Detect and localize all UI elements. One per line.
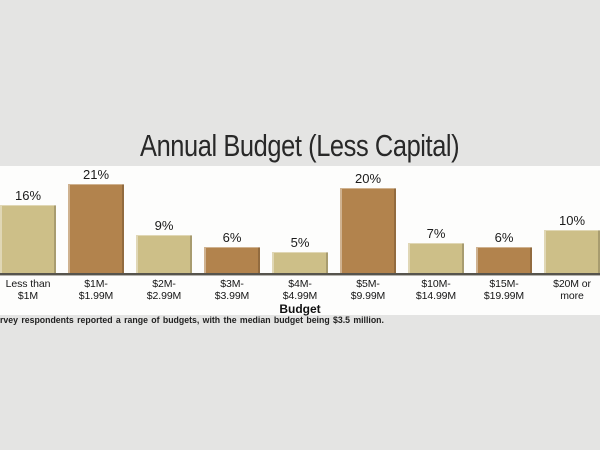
bar	[544, 230, 600, 273]
bar-value-label: 6%	[222, 230, 242, 245]
bar-group: 10%	[538, 166, 600, 273]
bar	[0, 205, 56, 273]
bar-value-label: 20%	[354, 171, 382, 186]
bars-area: 16% 21% 9% 6% 5% 20% 7% 6% 10%	[0, 166, 600, 273]
x-axis-title: Budget	[279, 302, 321, 316]
bar	[340, 188, 396, 273]
x-axis-category-label: $15M- $19.99M	[483, 278, 525, 302]
x-axis-category-label: $4M- $4.99M	[282, 278, 318, 302]
bar-group: 6%	[470, 166, 538, 273]
bar-value-label: 16%	[14, 188, 42, 203]
bar-group: 6%	[198, 166, 266, 273]
x-axis-line	[0, 273, 600, 276]
bar-group: 16%	[0, 166, 62, 273]
bar	[408, 243, 464, 273]
x-axis-labels: Less than $1M $1M- $1.99M $2M- $2.99M $3M- …	[0, 278, 600, 304]
x-axis-category-label: $5M- $9.99M	[350, 278, 386, 302]
bar-group: 7%	[402, 166, 470, 273]
bar	[68, 184, 124, 273]
x-axis-category-label: $10M- $14.99M	[415, 278, 457, 302]
x-axis-category-label: $2M- $2.99M	[146, 278, 182, 302]
bar-group: 9%	[130, 166, 198, 273]
bar-value-label: 5%	[290, 235, 310, 250]
chart-caption: rvey respondents reported a range of bud…	[0, 315, 600, 326]
bar	[136, 235, 192, 273]
bar-value-label: 21%	[82, 167, 110, 182]
bar-value-label: 10%	[558, 213, 586, 228]
chart-caption-text: rvey respondents reported a range of bud…	[0, 315, 384, 326]
bar	[204, 247, 260, 273]
bar	[272, 252, 328, 273]
x-axis-category-label: $20M or more	[553, 278, 591, 302]
bar	[476, 247, 532, 273]
bar-group: 20%	[334, 166, 402, 273]
bar-group: 21%	[62, 166, 130, 273]
chart-panel: 16% 21% 9% 6% 5% 20% 7% 6% 10% Less than $1M $1M-…	[0, 166, 600, 316]
bar-value-label: 6%	[494, 230, 514, 245]
x-axis-category-label: $3M- $3.99M	[214, 278, 250, 302]
bar-value-label: 9%	[154, 218, 174, 233]
chart-title-text: Annual Budget (Less Capital)	[140, 128, 460, 163]
x-axis-category-label: $1M- $1.99M	[78, 278, 114, 302]
x-axis-category-label: Less than $1M	[5, 278, 51, 302]
bar-value-label: 7%	[426, 226, 446, 241]
chart-title: Annual Budget (Less Capital)	[0, 128, 600, 164]
bar-group: 5%	[266, 166, 334, 273]
